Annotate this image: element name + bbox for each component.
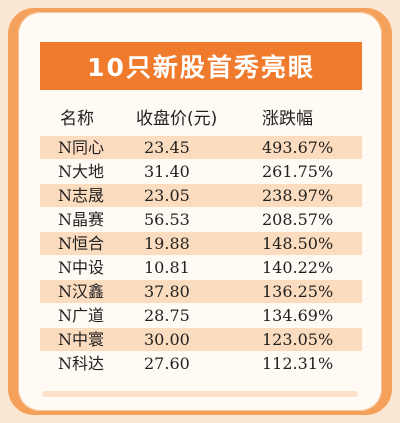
row-name: N汉鑫	[58, 282, 105, 301]
row-name: N大地	[58, 162, 105, 181]
row-price: 37.80	[144, 282, 190, 301]
header-name: 名称	[60, 109, 94, 129]
row-price: 56.53	[144, 210, 190, 229]
table-row: N大地 31.40 261.75%	[40, 160, 362, 183]
row-change: 148.50%	[262, 234, 334, 253]
table-row: N同心 23.45 493.67%	[40, 136, 362, 159]
row-change: 134.69%	[262, 306, 334, 325]
row-change: 112.31%	[262, 354, 334, 373]
row-name: N晶赛	[58, 210, 105, 229]
row-price: 23.05	[144, 186, 190, 205]
row-price: 27.60	[144, 354, 190, 373]
bottom-decoration	[42, 391, 358, 397]
header-price: 收盘价(元)	[136, 109, 218, 129]
row-price: 10.81	[144, 258, 190, 277]
row-change: 238.97%	[262, 186, 334, 205]
row-name: N中寰	[58, 330, 105, 349]
row-name: N志晟	[58, 186, 105, 205]
row-price: 30.00	[144, 330, 190, 349]
table-card: 10只新股首秀亮眼 名称 收盘价(元) 涨跌幅 N同心 23.45 493.67…	[18, 12, 382, 411]
table-row: N志晟 23.05 238.97%	[40, 184, 362, 207]
row-change: 208.57%	[262, 210, 334, 229]
row-change: 140.22%	[262, 258, 334, 277]
row-change: 136.25%	[262, 282, 334, 301]
row-price: 28.75	[144, 306, 190, 325]
row-price: 23.45	[144, 138, 190, 157]
header-change: 涨跌幅	[262, 109, 313, 129]
row-price: 19.88	[144, 234, 190, 253]
table-row: N恒合 19.88 148.50%	[40, 232, 362, 255]
row-name: N广道	[58, 306, 105, 325]
table-row: N晶赛 56.53 208.57%	[40, 208, 362, 231]
row-change: 123.05%	[262, 330, 334, 349]
table-row: N中设 10.81 140.22%	[40, 256, 362, 279]
table-row: N科达 27.60 112.31%	[40, 352, 362, 375]
table-row: N中寰 30.00 123.05%	[40, 328, 362, 351]
table-title: 10只新股首秀亮眼	[87, 53, 315, 82]
row-change: 261.75%	[262, 162, 334, 181]
row-name: N恒合	[58, 234, 105, 253]
row-name: N同心	[58, 138, 105, 157]
table-header: 名称 收盘价(元) 涨跌幅	[40, 108, 362, 131]
row-price: 31.40	[144, 162, 190, 181]
row-change: 493.67%	[262, 138, 334, 157]
row-name: N中设	[58, 258, 105, 277]
table-row: N汉鑫 37.80 136.25%	[40, 280, 362, 303]
row-name: N科达	[58, 354, 105, 373]
table-row: N广道 28.75 134.69%	[40, 304, 362, 327]
title-bar: 10只新股首秀亮眼	[40, 42, 362, 90]
